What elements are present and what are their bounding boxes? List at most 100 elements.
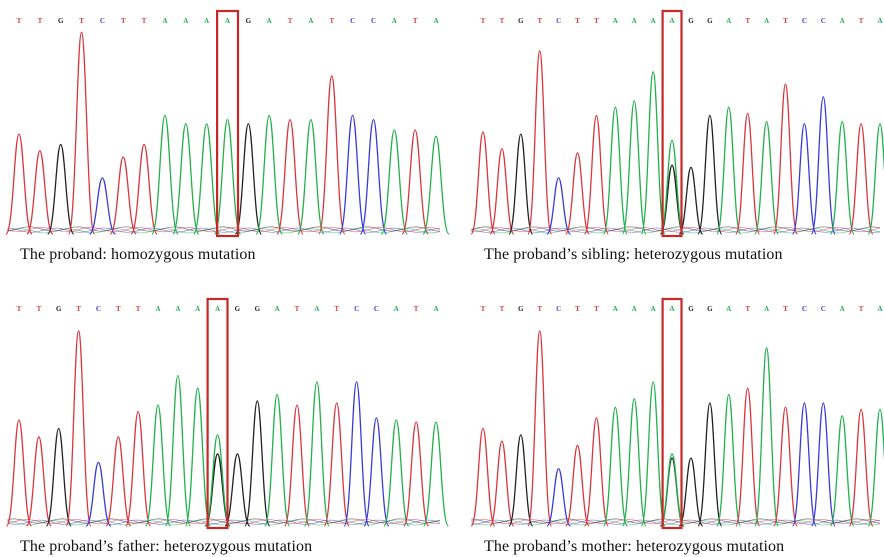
peak-a bbox=[659, 139, 685, 235]
base-call-t: T bbox=[37, 305, 42, 313]
peak-a bbox=[867, 123, 884, 235]
base-call-a: A bbox=[877, 17, 882, 25]
base-call-t: T bbox=[859, 305, 864, 313]
peak-g bbox=[508, 133, 534, 235]
peak-c bbox=[343, 381, 370, 527]
peak-a bbox=[754, 121, 780, 235]
peak-c bbox=[85, 461, 112, 527]
base-call-a: A bbox=[632, 305, 637, 313]
base-call-g: G bbox=[58, 17, 64, 25]
base-call-a: A bbox=[215, 305, 220, 313]
caption-father: The proband’s father: heterozygous mutat… bbox=[20, 538, 313, 555]
base-call-t: T bbox=[481, 305, 486, 313]
peak-g bbox=[234, 123, 263, 235]
base-call-t: T bbox=[594, 17, 599, 25]
base-call-a: A bbox=[840, 17, 845, 25]
base-call-c: C bbox=[556, 17, 561, 25]
base-call-c: C bbox=[371, 17, 376, 25]
base-call-a: A bbox=[195, 305, 200, 313]
peak-t bbox=[276, 118, 304, 235]
base-call-c: C bbox=[374, 305, 379, 313]
base-call-t: T bbox=[414, 305, 419, 313]
base-call-c: C bbox=[354, 305, 359, 313]
baseline-noise bbox=[7, 226, 441, 234]
base-call-c: C bbox=[802, 305, 807, 313]
peak-a bbox=[264, 393, 291, 527]
peak-a bbox=[716, 393, 742, 527]
base-call-a: A bbox=[726, 17, 731, 25]
peak-t bbox=[489, 148, 515, 235]
base-call-t: T bbox=[121, 17, 126, 25]
peak-g bbox=[224, 453, 251, 527]
peak-g bbox=[678, 457, 704, 527]
peak-t bbox=[565, 152, 590, 235]
base-call-t: T bbox=[537, 17, 542, 25]
base-call-a: A bbox=[840, 305, 845, 313]
base-call-g: G bbox=[707, 17, 713, 25]
peak-a bbox=[754, 347, 780, 527]
peak-a bbox=[164, 374, 191, 527]
peak-a bbox=[172, 123, 200, 235]
peak-a bbox=[383, 419, 410, 527]
base-call-a: A bbox=[669, 305, 674, 313]
peak-a bbox=[716, 106, 742, 235]
peak-t bbox=[403, 421, 430, 527]
peak-a bbox=[422, 135, 450, 235]
base-call-t: T bbox=[116, 305, 121, 313]
peak-c bbox=[546, 177, 572, 235]
peak-a bbox=[640, 71, 666, 235]
base-call-a: A bbox=[764, 17, 769, 25]
peak-t bbox=[565, 444, 590, 527]
base-call-c: C bbox=[96, 305, 101, 313]
base-call-t: T bbox=[295, 305, 300, 313]
mutation-highlight-box bbox=[661, 9, 683, 238]
peak-a bbox=[297, 118, 325, 235]
base-call-c: C bbox=[556, 305, 561, 313]
peak-a bbox=[659, 453, 685, 527]
peak-t bbox=[105, 436, 132, 527]
baseline-noise bbox=[471, 226, 881, 234]
base-call-t: T bbox=[481, 17, 486, 25]
peak-c bbox=[810, 96, 836, 235]
peak-t bbox=[5, 133, 33, 235]
peak-a bbox=[621, 398, 647, 527]
peak-t bbox=[527, 330, 553, 527]
peak-t bbox=[470, 131, 496, 235]
base-call-a: A bbox=[669, 17, 674, 25]
peak-a bbox=[602, 106, 628, 235]
peak-g bbox=[697, 402, 723, 527]
mutation-highlight-box bbox=[661, 297, 683, 530]
peak-g bbox=[678, 166, 704, 235]
peak-t bbox=[470, 427, 496, 527]
caption-mother: The proband’s mother: heterozygous mutat… bbox=[484, 538, 785, 555]
base-call-t: T bbox=[136, 305, 141, 313]
peak-a bbox=[192, 123, 221, 235]
base-call-a: A bbox=[613, 305, 618, 313]
base-call-a: A bbox=[162, 17, 167, 25]
peak-t bbox=[283, 404, 311, 527]
base-call-a: A bbox=[392, 17, 397, 25]
base-call-g: G bbox=[255, 305, 261, 313]
base-call-g: G bbox=[56, 305, 62, 313]
base-call-a: A bbox=[314, 305, 319, 313]
peak-a bbox=[380, 129, 408, 235]
base-call-a: A bbox=[433, 305, 438, 313]
baseline-noise bbox=[471, 518, 881, 526]
base-call-c: C bbox=[821, 305, 826, 313]
peak-t bbox=[25, 436, 52, 527]
base-call-t: T bbox=[575, 17, 580, 25]
peak-c bbox=[810, 402, 836, 527]
base-call-t: T bbox=[500, 305, 505, 313]
peak-c bbox=[546, 468, 572, 527]
peak-a bbox=[144, 404, 172, 527]
peak-a bbox=[213, 118, 242, 235]
base-call-a: A bbox=[764, 305, 769, 313]
mutation-highlight-box bbox=[206, 297, 229, 530]
base-call-c: C bbox=[100, 17, 105, 25]
peak-c bbox=[791, 402, 817, 527]
base-call-a: A bbox=[183, 17, 188, 25]
